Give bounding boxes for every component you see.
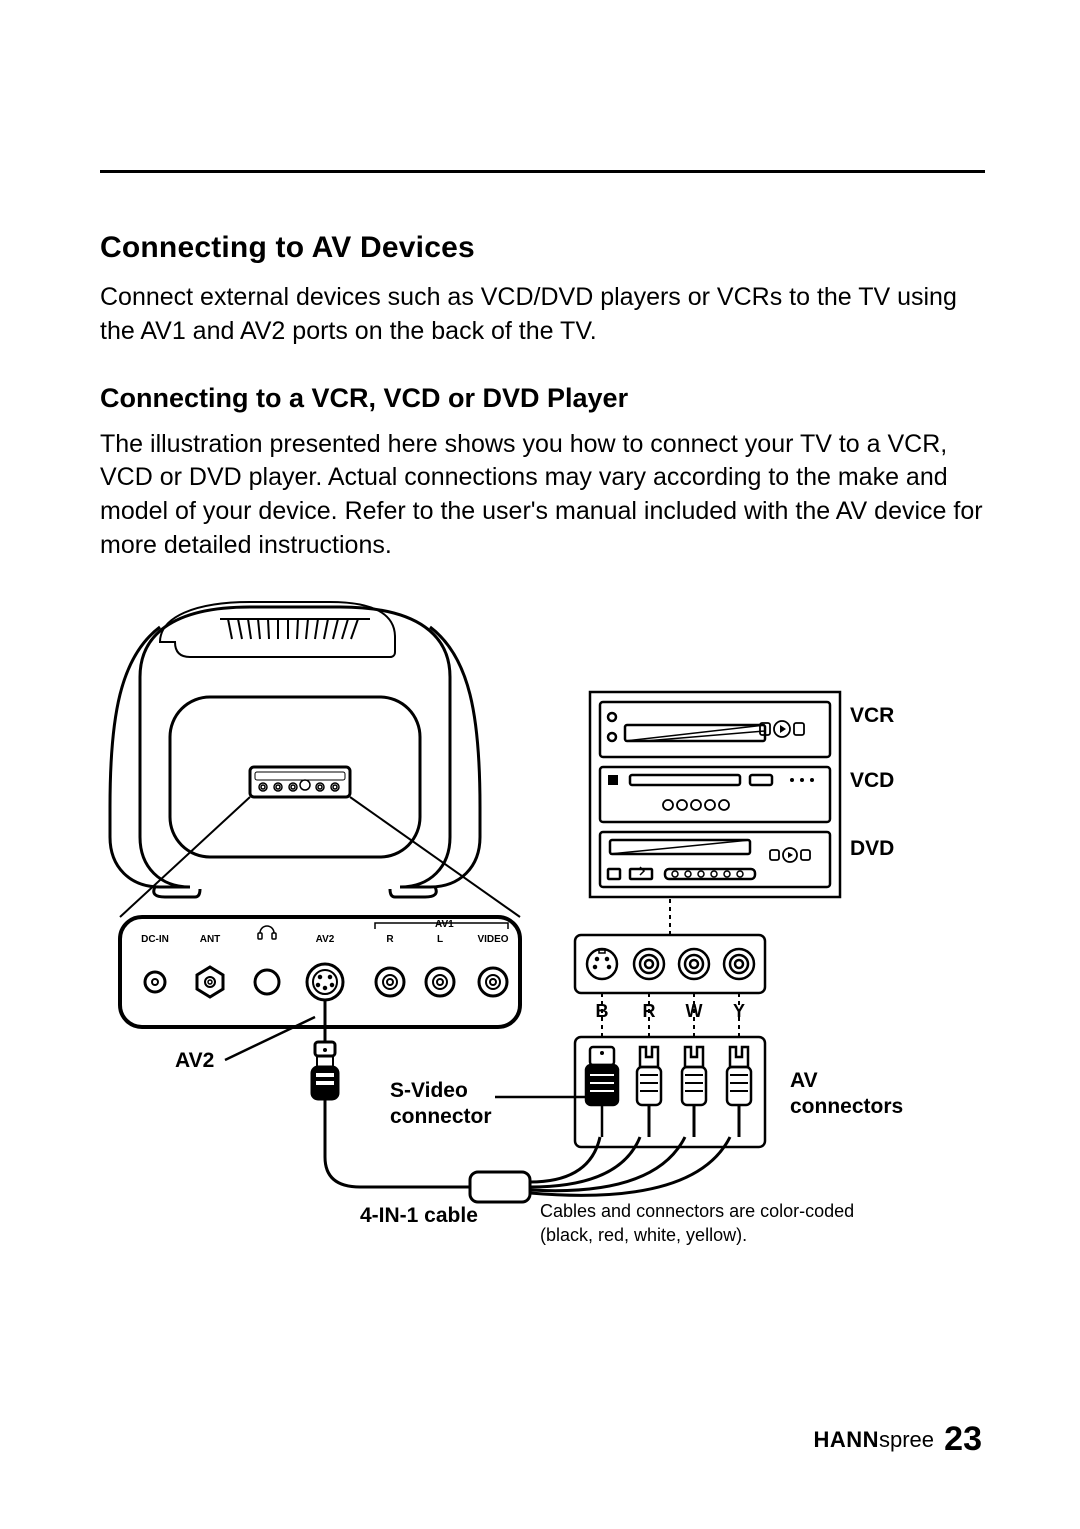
headphone-icon bbox=[258, 926, 276, 939]
note-color-coded: Cables and connectors are color-coded (b… bbox=[540, 1201, 859, 1245]
top-rule bbox=[100, 170, 985, 173]
page-footer: HANNspree 23 bbox=[813, 1420, 982, 1459]
footer-page-number: 23 bbox=[944, 1420, 982, 1458]
heading-av-devices: Connecting to AV Devices bbox=[100, 231, 985, 265]
callout-av-connectors: AV connectors bbox=[790, 1069, 903, 1118]
tv-outline bbox=[110, 602, 480, 897]
rear-port-w: W bbox=[686, 1001, 703, 1021]
svg-text:AV connectors: AV connectors bbox=[790, 1069, 903, 1118]
port-label-dcin: DC-IN bbox=[141, 934, 169, 945]
intro-paragraph: Connect external devices such as VCD/DVD… bbox=[100, 281, 985, 349]
footer-brand-bold: HANN bbox=[813, 1427, 879, 1452]
heading-vcr-vcd-dvd: Connecting to a VCR, VCD or DVD Player bbox=[100, 383, 985, 414]
port-label-l: L bbox=[437, 934, 443, 945]
rear-jack-panel: B R W Y bbox=[575, 935, 765, 1021]
stack-label-vcr: VCR bbox=[850, 704, 894, 727]
device-stack: VCR VCD DVD bbox=[590, 692, 894, 897]
port-label-video: VIDEO bbox=[477, 934, 508, 945]
rear-port-b: B bbox=[596, 1001, 609, 1021]
rear-port-r: R bbox=[643, 1001, 656, 1021]
callout-svideo: S-Video connector bbox=[390, 1079, 590, 1128]
connection-diagram: AV1 DC-IN ANT AV2 R L VIDEO bbox=[100, 597, 970, 1262]
av-plug-block bbox=[575, 1037, 765, 1147]
svg-text:AV2: AV2 bbox=[175, 1049, 214, 1072]
rear-port-y: Y bbox=[733, 1001, 745, 1021]
port-group-av1: AV1 bbox=[435, 919, 454, 930]
paragraph-2: The illustration presented here shows yo… bbox=[100, 428, 985, 563]
port-label-r: R bbox=[386, 934, 394, 945]
footer-brand-light: spree bbox=[879, 1427, 934, 1452]
junction-box bbox=[470, 1172, 530, 1202]
stack-label-dvd: DVD bbox=[850, 837, 894, 860]
callout-4in1: 4-IN-1 cable bbox=[360, 1204, 478, 1227]
port-panel: AV1 DC-IN ANT AV2 R L VIDEO bbox=[120, 917, 520, 1027]
port-label-av2: AV2 bbox=[316, 934, 335, 945]
port-label-ant: ANT bbox=[200, 934, 221, 945]
svg-text:S-Video connector: S-Video connector bbox=[390, 1079, 492, 1128]
stack-label-vcd: VCD bbox=[850, 769, 894, 792]
